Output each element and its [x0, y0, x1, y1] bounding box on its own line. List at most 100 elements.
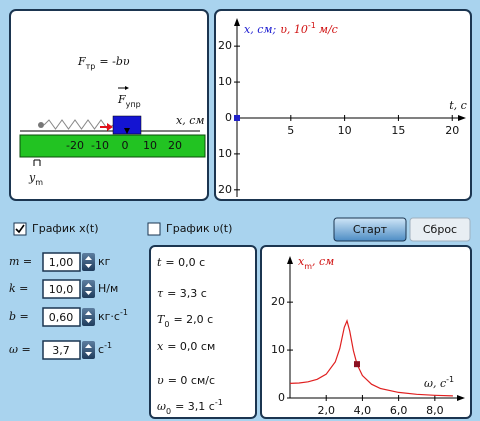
readout-part: = 3,1 с [175, 400, 215, 413]
param-unit-part: кг [98, 255, 111, 268]
button-label[interactable]: Старт [353, 223, 388, 236]
readout-part: = 0 см/с [168, 374, 215, 387]
x-axis-title-part: ω, с [424, 377, 446, 390]
graph-res-panel [260, 245, 472, 419]
block-pointer [124, 128, 130, 134]
y-tick-label: 10 [218, 147, 232, 160]
readout-panel [149, 245, 257, 419]
x-tick-label: 6,0 [390, 404, 408, 417]
position-point [234, 114, 240, 121]
param-input[interactable] [42, 252, 81, 272]
param-input[interactable] [42, 340, 81, 360]
checkbox[interactable] [147, 222, 161, 236]
marker-label-part: m [35, 178, 43, 187]
x-axis-title: ω, с-1 [424, 375, 454, 391]
param-unit-part: Н/м [98, 282, 118, 295]
y-axis-title-part: υ, 10 [280, 23, 308, 36]
param-value[interactable]: 3,7 [52, 344, 70, 357]
param-input[interactable] [42, 307, 81, 327]
diagram-panel [9, 9, 209, 201]
vector-arrow-head [125, 86, 129, 90]
param-symbol: k = [9, 282, 28, 295]
spinner[interactable] [82, 253, 95, 271]
checkmark [15, 224, 25, 234]
spinner-arrows [85, 311, 92, 323]
y-tick-label: 10 [218, 75, 232, 88]
force-label-part: F [117, 93, 126, 106]
y-tick-label: 20 [218, 183, 232, 196]
param-unit: с-1 [98, 341, 112, 357]
readout-part: υ [157, 374, 164, 387]
spinner[interactable] [82, 280, 95, 298]
force-label: Fупр [117, 93, 141, 109]
y-tick-label: 20 [218, 39, 232, 52]
param-value[interactable]: 0,60 [49, 311, 74, 324]
spinner[interactable] [82, 308, 95, 326]
marker-label: ym [28, 171, 43, 187]
y-tick-label: 20 [271, 295, 285, 308]
x-axis-title: t, с [449, 99, 467, 112]
checkbox[interactable] [13, 222, 27, 236]
ruler-tick-label: 0 [122, 139, 129, 152]
graph-xt-panel [214, 9, 472, 201]
x-tick-label: 20 [445, 124, 459, 137]
readout-part: = 3,3 с [167, 287, 207, 300]
button[interactable] [333, 217, 407, 242]
readout: x = 0,0 см [157, 340, 215, 353]
y-axis-title-part: x [298, 255, 305, 268]
x-axis-arrow [457, 395, 465, 401]
y-axis-title: x, см; υ, 10-1 м/с [244, 21, 338, 37]
param-unit: кг [98, 255, 111, 268]
formula-part: F [77, 55, 86, 68]
y-axis-title-part: -1 [308, 21, 316, 30]
param-unit-part: -1 [104, 341, 112, 350]
spinner[interactable] [82, 341, 95, 359]
ruler [19, 134, 206, 158]
y-axis-arrow [287, 256, 293, 264]
y-axis-title-part: m [304, 262, 312, 271]
readout-part: = 0,0 с [165, 256, 205, 269]
formula-part: = -bυ [99, 55, 129, 68]
spinner-arrows [85, 283, 92, 295]
param-unit: кг·с-1 [98, 308, 128, 324]
param-value[interactable]: 1,00 [49, 256, 74, 269]
y-tick-label: 0 [225, 111, 232, 124]
x-axis-title-part: -1 [446, 375, 454, 384]
checkbox-label[interactable]: График x(t) [32, 222, 99, 235]
param-value[interactable]: 10,0 [49, 283, 74, 296]
checkbox-label[interactable]: График υ(t) [166, 222, 232, 235]
formula: Fтр = -bυ [77, 55, 130, 71]
spinner-arrows [85, 344, 92, 356]
y-axis-title-part: x, см; [244, 23, 276, 36]
y-tick-label: 0 [278, 391, 285, 404]
y-axis-title-part: м/с [319, 23, 338, 36]
y-axis-arrow [234, 18, 240, 26]
readout: t = 0,0 с [157, 256, 205, 269]
param-unit-part: с [98, 343, 104, 356]
param-unit: Н/м [98, 282, 118, 295]
marker-label-part: y [28, 171, 36, 184]
readout-part: 0 [166, 407, 171, 416]
readout-part: T [157, 313, 166, 326]
param-input[interactable] [42, 279, 81, 299]
readout-part: x [157, 340, 164, 353]
param-symbol: m = [9, 255, 32, 268]
readout: τ = 3,3 с [157, 287, 207, 300]
param-unit-part: -1 [120, 308, 128, 317]
force-label-part: упр [126, 100, 141, 109]
x-tick-label: 4,0 [354, 404, 372, 417]
x-tick-label: 5 [287, 124, 294, 137]
force-arrow-head [107, 123, 113, 131]
readout-part: = 0,0 см [167, 340, 215, 353]
readout-part: 0 [164, 320, 169, 329]
button-label: Сброс [423, 223, 457, 236]
param-symbol: b = [9, 310, 29, 323]
y-axis-title-part: , см [312, 255, 334, 268]
axis-label: x, см [176, 114, 204, 127]
y-tick-label: 10 [271, 343, 285, 356]
resonance-curve [289, 319, 453, 397]
param-symbol: ω = [9, 343, 31, 356]
ruler-tick-label: -10 [91, 139, 109, 152]
readout: υ = 0 см/с [157, 374, 215, 387]
